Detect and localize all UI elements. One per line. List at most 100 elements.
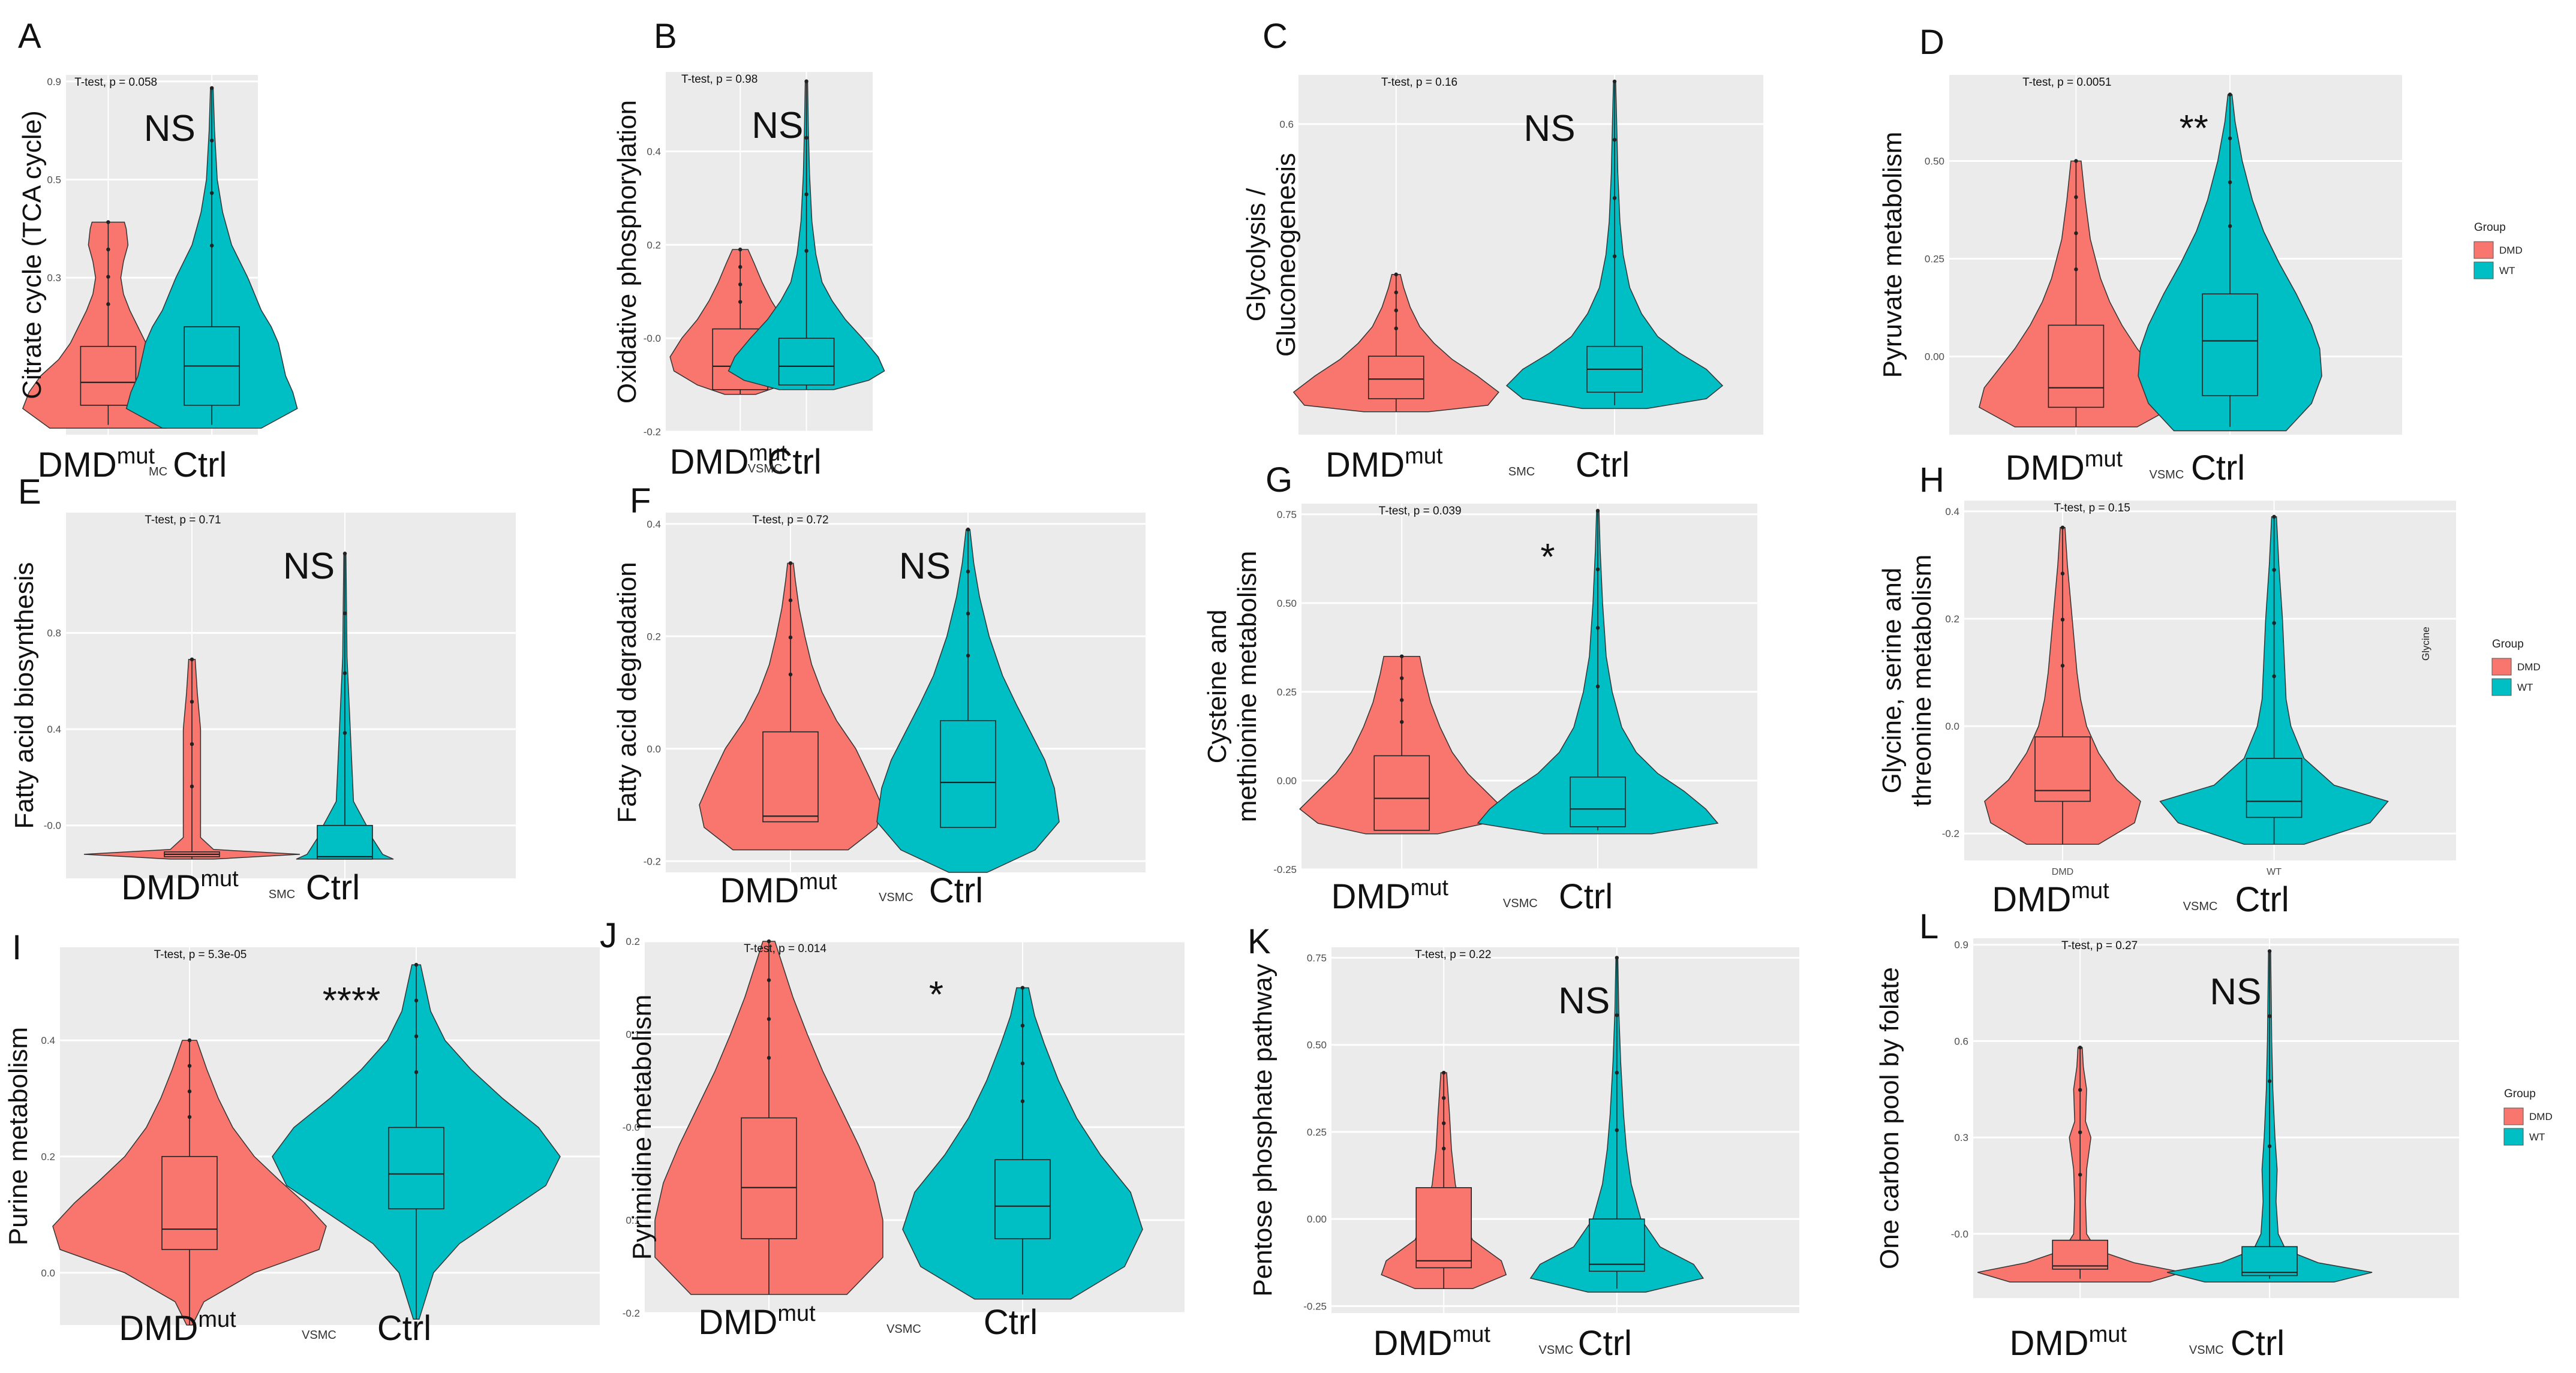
outlier-point xyxy=(2074,231,2078,236)
y-axis-title: Cysteine andmethionine metabolism xyxy=(1203,551,1262,822)
x-category-label: Ctrl xyxy=(2231,1324,2285,1363)
outlier-point xyxy=(1612,137,1617,142)
outlier-point xyxy=(767,978,771,982)
outlier-point xyxy=(1612,254,1617,258)
outlier-point xyxy=(1595,508,1600,513)
panel-letter: J xyxy=(600,916,617,955)
significance-label: NS xyxy=(283,546,335,587)
outlier-point xyxy=(2060,571,2065,576)
outlier-point xyxy=(190,742,194,746)
outlier-point xyxy=(1400,676,1404,681)
outlier-point xyxy=(738,300,743,304)
significance-label: NS xyxy=(899,546,951,587)
outlier-point xyxy=(2078,1173,2082,1177)
y-axis-title: Glycolysis /Gluconeogenesis xyxy=(1242,153,1301,357)
outlier-point xyxy=(966,654,970,658)
box xyxy=(2202,293,2258,396)
outlier-point xyxy=(788,561,793,565)
outlier-point xyxy=(210,138,214,143)
panel-letter: I xyxy=(12,928,22,967)
outlier-point xyxy=(1615,956,1619,960)
cell-type-note: VSMC xyxy=(886,1323,921,1336)
outlier-point xyxy=(187,1064,192,1068)
outlier-point xyxy=(738,282,743,287)
outlier-point xyxy=(1612,196,1617,200)
legend-title: Group xyxy=(2492,638,2524,651)
y-tick-label: -0.0 xyxy=(623,1122,640,1133)
x-category-label: Ctrl xyxy=(1576,445,1630,484)
legend-item-label: DMD xyxy=(2529,1111,2553,1122)
box xyxy=(778,338,835,386)
y-tick-label: -0.2 xyxy=(623,1308,640,1319)
panel-letter: B xyxy=(654,17,677,56)
y-axis-title: Pyruvate metabolism xyxy=(1878,132,1907,378)
x-category-label: DMDmut xyxy=(2009,1322,2127,1363)
outlier-point xyxy=(106,247,110,252)
panel-letter: L xyxy=(1919,907,1938,946)
y-tick-label: -0.25 xyxy=(1273,864,1297,875)
box xyxy=(1373,755,1430,831)
outlier-point xyxy=(106,275,110,279)
test-label: T-test, p = 0.71 xyxy=(145,514,221,526)
y-tick-label: 0.1 xyxy=(626,1029,640,1040)
y-tick-label: 0.25 xyxy=(1307,1127,1327,1138)
y-axis-title: Fatty acid biosynthesis xyxy=(10,562,39,829)
x-category-label: Ctrl xyxy=(2191,448,2245,487)
outlier-point xyxy=(1615,1128,1619,1133)
cell-type-note: MC xyxy=(149,465,167,478)
test-label: T-test, p = 0.058 xyxy=(74,76,157,89)
outlier-point xyxy=(788,598,793,603)
outlier-point xyxy=(2267,1079,2272,1083)
outlier-point xyxy=(2060,525,2065,529)
cell-type-note: VSMC xyxy=(879,891,913,904)
y-tick-label: 0.50 xyxy=(1925,155,1944,167)
legend-item-label: WT xyxy=(2529,1131,2545,1143)
legend-swatch-dmd xyxy=(2503,1107,2524,1125)
y-tick-label: 0.0 xyxy=(647,743,661,755)
outlier-point xyxy=(2228,136,2232,140)
x-category-label: Ctrl xyxy=(984,1303,1038,1342)
box xyxy=(2241,1246,2298,1276)
outlier-point xyxy=(1615,1070,1619,1075)
x-category-label: DMDmut xyxy=(121,866,239,907)
x-category-label: Ctrl xyxy=(377,1309,431,1348)
outlier-point xyxy=(1020,1023,1025,1028)
outlier-point xyxy=(767,1017,771,1021)
outlier-point xyxy=(1615,1013,1619,1017)
outlier-point xyxy=(342,671,347,675)
outlier-point xyxy=(2078,1088,2082,1092)
significance-label: NS xyxy=(752,105,803,146)
outlier-point xyxy=(342,731,347,735)
significance-label: NS xyxy=(144,108,196,149)
y-tick-label: -0.0 xyxy=(44,820,61,832)
y-tick-label: 0.00 xyxy=(1307,1214,1327,1225)
outlier-point xyxy=(106,220,110,224)
panel-letter: K xyxy=(1248,922,1271,961)
x-category-label: DMDmut xyxy=(119,1307,236,1348)
outlier-point xyxy=(1442,1096,1446,1100)
legend-swatch-wt xyxy=(2503,1128,2524,1146)
cell-type-note: VSMC xyxy=(2183,900,2218,913)
x-category-label: Ctrl xyxy=(1559,877,1613,916)
outlier-point xyxy=(1442,1070,1446,1075)
y-tick-label: -0.25 xyxy=(1303,1300,1327,1312)
outlier-point xyxy=(210,86,214,91)
group-legend: Group Glycine DMD WT xyxy=(2420,627,2541,696)
y-tick-label: 0.3 xyxy=(47,272,61,284)
outlier-point xyxy=(1400,654,1404,658)
test-label: T-test, p = 0.27 xyxy=(2061,940,2138,952)
test-label: T-test, p = 0.15 xyxy=(2054,502,2130,514)
outlier-point xyxy=(2272,621,2276,625)
y-tick-label: 0.2 xyxy=(41,1151,55,1163)
outlier-point xyxy=(1394,272,1398,276)
significance-label: * xyxy=(1540,537,1555,578)
box xyxy=(762,731,819,823)
y-axis-title: Fatty acid degradation xyxy=(612,562,642,823)
box xyxy=(1415,1187,1472,1269)
outlier-point xyxy=(1595,684,1600,689)
legend-item-label: DMD xyxy=(2499,245,2523,256)
y-tick-label: 0.0 xyxy=(41,1267,55,1279)
y-tick-label: 0.6 xyxy=(1954,1035,1968,1047)
y-tick-label: 0.00 xyxy=(1277,775,1297,787)
